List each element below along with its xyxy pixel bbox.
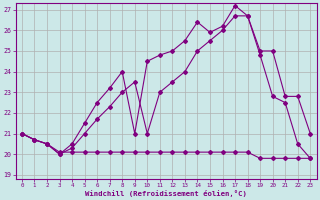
X-axis label: Windchill (Refroidissement éolien,°C): Windchill (Refroidissement éolien,°C) bbox=[85, 190, 247, 197]
